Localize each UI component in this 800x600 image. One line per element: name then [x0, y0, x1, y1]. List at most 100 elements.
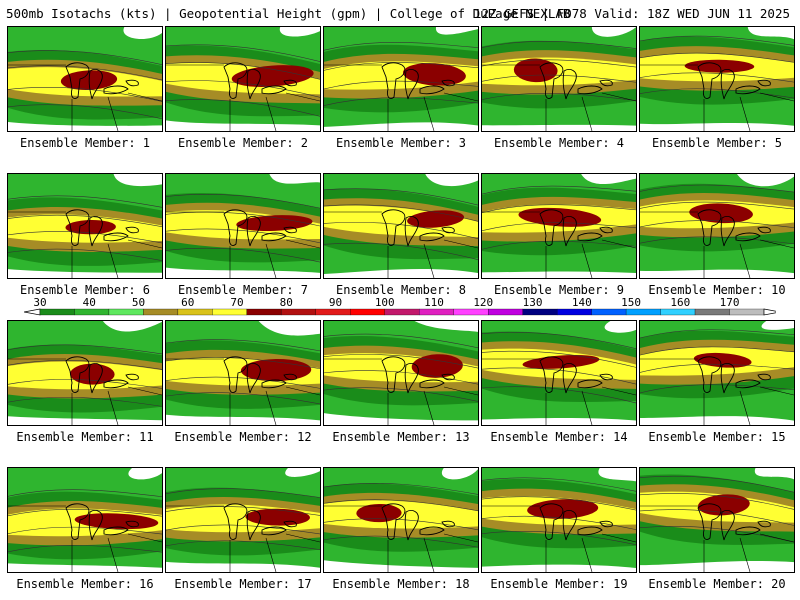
colorbar-left-arrow — [24, 308, 41, 316]
height-contour — [640, 475, 794, 493]
calm-area — [761, 321, 794, 330]
ensemble-map-panel — [165, 467, 321, 573]
ensemble-member-label: Ensemble Member: 3 — [335, 136, 467, 150]
calm-area — [482, 271, 636, 278]
header-run-info: 12Z GEFS | F078 Valid: 18Z WED JUN 11 20… — [473, 6, 790, 21]
colorbar-tick-label: 40 — [83, 296, 96, 309]
calm-area — [598, 468, 636, 482]
great-lakes-outline — [697, 503, 771, 541]
height-contour — [8, 526, 162, 535]
calm-area — [166, 267, 320, 278]
colorbar-segment — [419, 308, 454, 316]
calm-area — [258, 321, 320, 336]
calm-area — [123, 27, 162, 40]
colorbar-segment — [143, 308, 179, 316]
height-contour — [8, 544, 162, 553]
height-contour — [8, 344, 162, 355]
isotach-map — [324, 468, 478, 572]
height-contour — [166, 392, 320, 405]
colorbar-segment — [625, 308, 661, 316]
ensemble-member-label: Ensemble Member: 15 — [648, 430, 786, 444]
ensemble-map-panel — [639, 26, 795, 132]
height-contour — [166, 540, 320, 550]
great-lakes-outline — [381, 356, 455, 394]
isotach-map — [640, 27, 794, 131]
height-contour — [324, 518, 478, 531]
height-contour — [8, 104, 162, 120]
jet-core-80kt — [74, 513, 159, 530]
height-contour — [640, 201, 794, 210]
colorbar-tick-label: 80 — [280, 296, 293, 309]
height-contour — [482, 496, 636, 511]
political-borders — [640, 358, 794, 425]
isotach-map — [166, 27, 320, 131]
isotach-map — [8, 468, 162, 572]
ensemble-member-label: Ensemble Member: 17 — [174, 577, 312, 591]
isotach-map — [166, 321, 320, 425]
colorbar-segment — [177, 308, 213, 316]
isotach-map — [324, 174, 478, 278]
political-borders — [482, 64, 636, 131]
calm-area — [425, 174, 478, 187]
ensemble-map-panel — [7, 173, 163, 279]
colorbar-tick-label: 140 — [572, 296, 592, 309]
height-contour — [640, 493, 794, 510]
ensemble-member-label: Ensemble Member: 19 — [490, 577, 628, 591]
isotach-map — [8, 321, 162, 425]
jet-core-80kt — [356, 503, 402, 523]
calm-area — [640, 269, 794, 278]
colorbar-right-arrow — [763, 308, 776, 316]
ensemble-member-label: Ensemble Member: 9 — [493, 283, 625, 297]
calm-area — [640, 122, 794, 131]
great-lakes-outline — [65, 356, 139, 394]
calm-area — [166, 561, 320, 572]
jet-core-80kt — [407, 210, 465, 228]
ensemble-map-panel — [7, 320, 163, 426]
political-borders — [324, 211, 478, 278]
height-contour — [166, 62, 320, 80]
height-contour — [640, 52, 794, 63]
ensemble-map-panel — [323, 320, 479, 426]
colorbar-tick-label: 60 — [181, 296, 194, 309]
jet-core-80kt — [513, 58, 558, 83]
colorbar-segment — [315, 308, 351, 316]
political-borders — [8, 64, 162, 131]
great-lakes-outline — [223, 503, 297, 541]
isotach-map — [640, 468, 794, 572]
height-contour — [482, 185, 636, 195]
colorbar-segment — [660, 308, 696, 316]
political-borders — [324, 505, 478, 572]
calm-area — [102, 321, 162, 332]
height-contour — [324, 354, 478, 369]
great-lakes-outline — [539, 503, 613, 541]
height-contour — [166, 524, 320, 535]
political-borders — [482, 211, 636, 278]
isotach-map — [8, 27, 162, 131]
isotach-map — [166, 174, 320, 278]
ensemble-map-panel — [639, 173, 795, 279]
height-contour — [640, 220, 794, 228]
height-contour — [640, 88, 794, 99]
colorbar-tick-label: 30 — [33, 296, 46, 309]
isotach-map — [8, 174, 162, 278]
colorbar-tick-label: 170 — [720, 296, 740, 309]
political-borders — [640, 505, 794, 572]
great-lakes-outline — [223, 62, 297, 100]
height-contour — [324, 483, 478, 495]
height-contour — [482, 367, 636, 385]
great-lakes-outline — [697, 62, 771, 100]
calm-area — [128, 468, 162, 480]
height-contour — [640, 384, 794, 394]
jet-core-80kt — [411, 354, 463, 378]
colorbar-segment — [212, 308, 248, 316]
height-contour — [324, 80, 478, 90]
calm-area — [269, 174, 320, 184]
jet-core-80kt — [697, 494, 750, 516]
height-contour — [324, 97, 478, 106]
calm-area — [591, 27, 636, 37]
height-contour — [166, 194, 320, 209]
height-contour — [324, 387, 478, 402]
height-contour — [8, 248, 162, 261]
political-borders — [166, 358, 320, 425]
great-lakes-outline — [381, 503, 455, 541]
